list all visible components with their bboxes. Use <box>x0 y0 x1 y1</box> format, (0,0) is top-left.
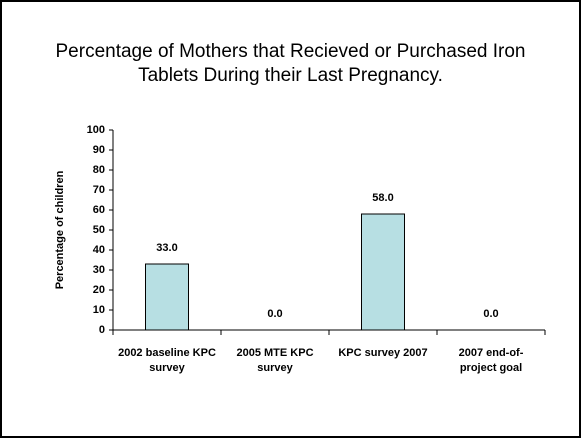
bar <box>361 213 405 331</box>
y-tick-label: 30 <box>93 264 105 276</box>
x-tick-label: 2007 end-of-project goal <box>458 347 524 374</box>
y-tick-label: 20 <box>93 284 105 296</box>
y-tick-label: 40 <box>93 244 105 256</box>
y-tick-label: 100 <box>87 124 105 136</box>
data-label: 0.0 <box>267 308 282 320</box>
y-tick-label: 70 <box>93 184 105 196</box>
x-tick-label: 2005 MTE KPC survey <box>236 347 314 374</box>
y-tick-label: 50 <box>93 224 105 236</box>
y-tick-label: 90 <box>93 144 105 156</box>
y-tick-label: 0 <box>99 324 105 336</box>
chart-title: Percentage of Mothers that Recieved or P… <box>55 41 526 86</box>
data-label: 33.0 <box>156 242 177 254</box>
y-axis-label: Percentage of children <box>54 170 66 289</box>
x-tick-label: KPC survey 2007 <box>338 347 428 359</box>
x-tick-label: 2002 baseline KPC survey <box>118 347 216 374</box>
y-tick-label: 80 <box>93 164 105 176</box>
bar <box>145 263 189 331</box>
data-label: 58.0 <box>372 192 393 204</box>
data-label: 0.0 <box>483 308 498 320</box>
y-tick-label: 10 <box>93 304 105 316</box>
y-tick-label: 60 <box>93 204 105 216</box>
